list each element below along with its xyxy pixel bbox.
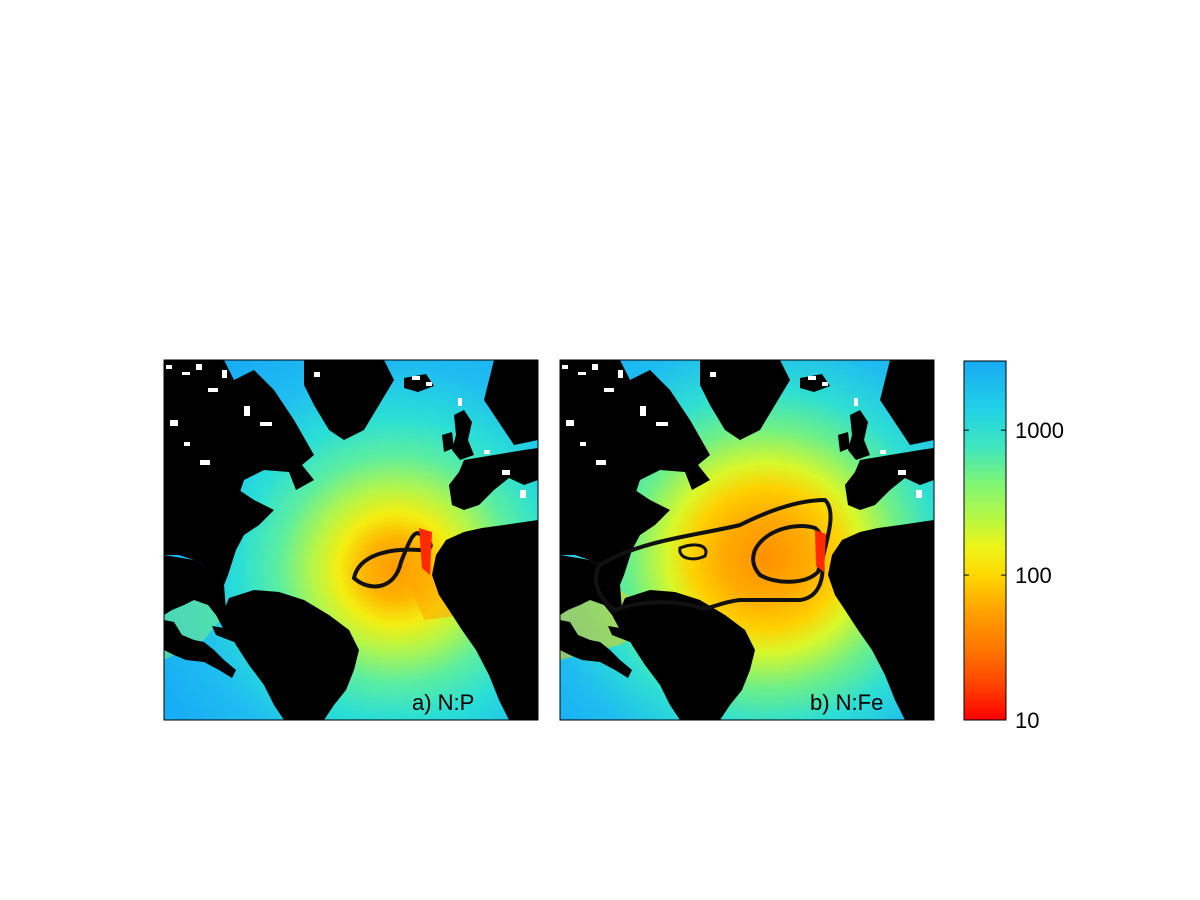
panel-a-frame [163, 359, 539, 721]
colorbar: 1000 100 10 [963, 360, 1064, 733]
panel-label: a) N:P [412, 690, 474, 715]
colorbar-tick-label: 10 [1015, 708, 1039, 733]
colorbar-tick-label: 100 [1015, 563, 1052, 588]
coastal-high-b [815, 530, 826, 572]
coastal-high-a [419, 528, 432, 575]
contour-line-b-inner [751, 524, 825, 584]
colorbar-ticks: 1000 100 10 [964, 418, 1064, 733]
panel-label: b) N:Fe [810, 690, 883, 715]
contour-line-b-small [678, 543, 708, 561]
colorbar-ramp [963, 360, 1007, 721]
panel-b-frame [559, 359, 935, 721]
colorbar-tick-label: 1000 [1015, 418, 1064, 443]
panel-a: a) N:P [163, 359, 539, 721]
panel-b: b) N:Fe [559, 359, 935, 721]
contour-line-b-outer [594, 497, 833, 613]
